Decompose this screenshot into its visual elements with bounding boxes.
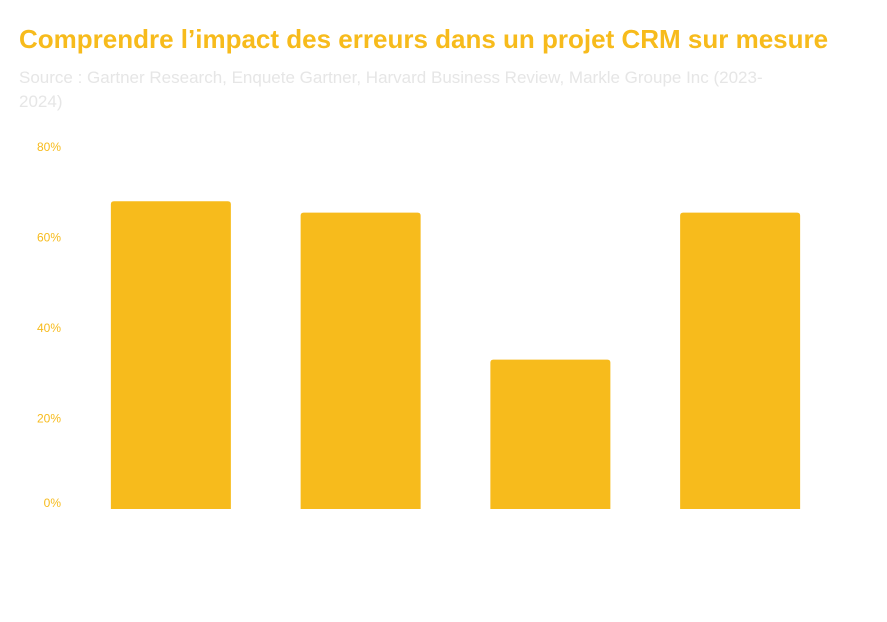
chart-source: Source : Gartner Research, Enquete Gartn… [19,68,763,111]
bar-2 [300,212,421,510]
y-tick-label: 40% [37,321,61,335]
bar-3 [490,359,611,509]
chart-title: Comprendre l’impact des erreurs dans un … [19,24,829,54]
y-tick-label: 60% [37,231,61,245]
bar-4 [680,212,801,510]
bar-1 [110,201,231,510]
y-tick-label: 80% [37,140,61,154]
y-tick-label: 20% [37,412,61,426]
y-tick-label: 0% [44,496,62,510]
